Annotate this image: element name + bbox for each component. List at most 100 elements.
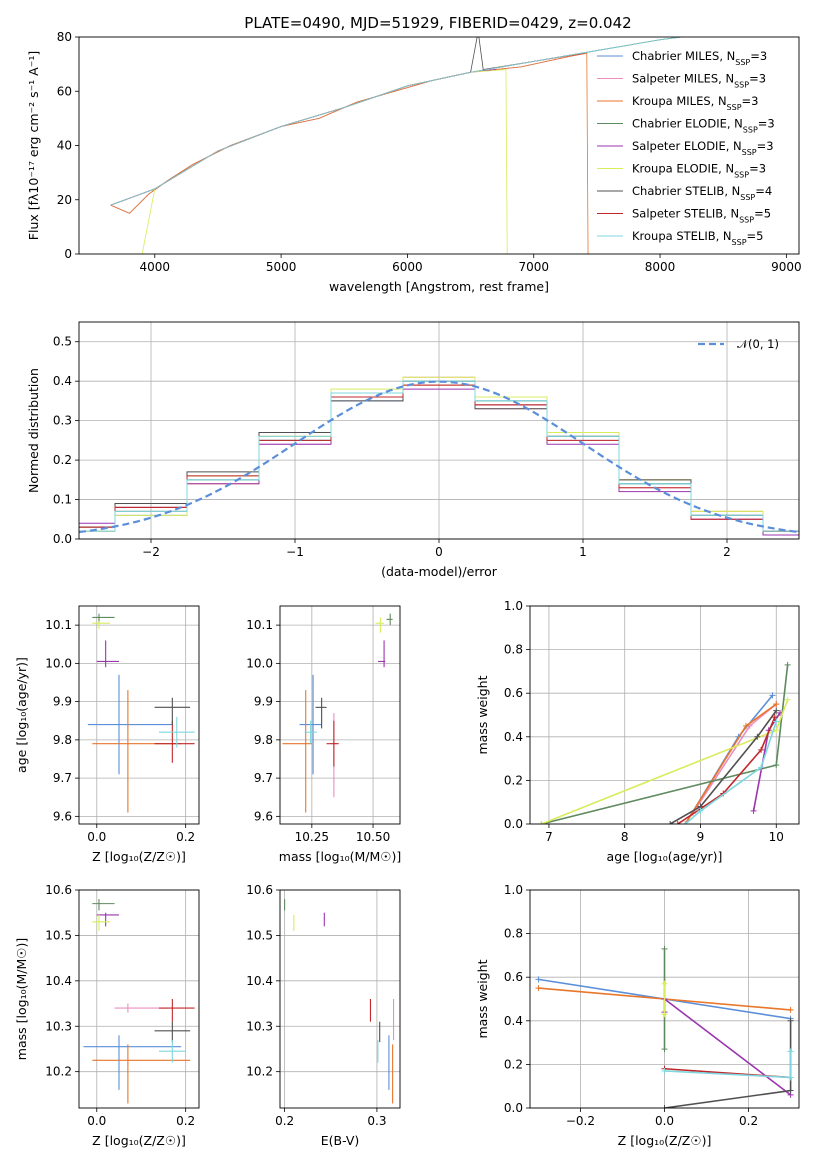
histogram-step [79, 388, 799, 536]
y-tick-label: 10.6 [45, 883, 72, 897]
data-point-marker [661, 1067, 668, 1074]
data-point-marker [697, 807, 704, 814]
data-point-marker [667, 821, 674, 824]
series-line [110, 52, 585, 206]
legend-label: Kroupa ELODIE, NSSP=3 [632, 162, 766, 180]
y-tick-label: 0.0 [53, 532, 72, 546]
series-line [684, 721, 778, 824]
legend-label: Chabrier STELIB, NSSP=4 [632, 184, 772, 202]
data-point-marker [661, 980, 668, 987]
data-point-marker [773, 707, 780, 714]
y-tick-label: 0 [64, 247, 72, 261]
data-point-marker [787, 1017, 794, 1024]
panel-mass_vs_ebv: 0.2 0.3 10.2 10.3 10.4 10.5 10.6 E(B-V) [246, 883, 401, 1148]
histogram-step [79, 376, 799, 532]
histogram-step [79, 380, 799, 532]
data-point-marker [773, 718, 780, 725]
y-tick-label: 0.4 [504, 1014, 523, 1028]
data-point-marker [773, 701, 780, 708]
y-axis-label: mass weight [475, 675, 490, 754]
y-tick-label: 0.0 [504, 1101, 523, 1115]
data-point-marker [758, 746, 765, 753]
y-tick-label: 9.7 [53, 771, 72, 785]
figure-title: PLATE=0490, MJD=51929, FIBERID=0429, z=0… [244, 14, 631, 32]
y-axis-label: Flux [fλ10⁻¹⁷ erg cm⁻² s⁻¹ A⁻¹] [26, 51, 41, 240]
panel-residuals: −2 −1 0 1 2 0.0 0.1 0.2 0.3 0.4 0.5 𝒩(0, 1) (data-mo… [26, 321, 800, 579]
y-tick-label: 40 [57, 139, 72, 153]
x-tick-label: 5000 [266, 260, 297, 274]
y-axis-label: age [log₁₀(age/yr)] [14, 657, 29, 773]
plot-area [87, 613, 195, 813]
y-tick-label: 10.0 [45, 656, 72, 670]
data-point-marker [787, 1074, 794, 1081]
data-point-marker [773, 727, 780, 734]
y-tick-label: 9.6 [254, 809, 273, 823]
axes-frame [529, 889, 800, 1109]
panel-weight_vs_z: −0.2 0.0 0.2 0.0 0.2 0.4 0.6 0.8 1.0 Z [log₁₀(Z/Z… [475, 883, 800, 1148]
series-line [141, 69, 508, 254]
series-line [110, 52, 587, 214]
x-tick-label: 0.2 [275, 1114, 294, 1128]
panel-weight_vs_age: 7 8 9 10 0.0 0.2 0.4 0.6 0.8 1.0 age [log₁₀(age/yr… [475, 599, 800, 864]
data-point-marker [661, 1046, 668, 1053]
y-tick-label: 10.1 [45, 618, 72, 632]
plot-area [79, 376, 799, 536]
x-tick-label: 0.2 [176, 1114, 195, 1128]
data-point-marker [661, 1011, 668, 1018]
data-point-marker [742, 722, 749, 729]
x-axis-label: age [log₁₀(age/yr)] [607, 849, 723, 864]
data-point-marker [758, 764, 765, 771]
legend-label: Chabrier ELODIE, NSSP=3 [632, 117, 775, 135]
axes-frame [78, 36, 800, 255]
series-line [663, 997, 792, 1096]
x-tick-label: 0.3 [367, 1114, 386, 1128]
x-axis-label: Z [log₁₀(Z/Z☉)] [618, 1133, 712, 1148]
y-tick-label: 80 [57, 30, 72, 44]
data-point-marker [750, 807, 757, 814]
axes-frame [78, 605, 200, 825]
data-point-marker [787, 1006, 794, 1013]
y-tick-label: 0.8 [504, 643, 523, 657]
x-tick-label: 0.0 [655, 1114, 674, 1128]
data-point-marker [661, 1105, 668, 1108]
plot-area [110, 37, 685, 254]
axes-frame [279, 605, 401, 825]
x-tick-label: 0.2 [739, 1114, 758, 1128]
x-tick-label: 0.2 [176, 830, 195, 844]
data-point-marker [784, 661, 791, 668]
panel-mass_vs_z: 0.0 0.2 10.2 10.3 10.4 10.5 10.6 Z [log₁₀(Z/Z☉)… [14, 883, 200, 1148]
data-point-marker [769, 692, 776, 699]
gaussian-curve [79, 380, 799, 534]
x-tick-label: 6000 [392, 260, 423, 274]
legend-gaussian-label: 𝒩(0, 1) [737, 337, 779, 351]
y-tick-label: 0.2 [504, 1057, 523, 1071]
x-axis-label: (data-model)/error [381, 564, 498, 579]
legend-label: Salpeter ELODIE, NSSP=3 [632, 139, 774, 157]
y-tick-label: 9.9 [53, 695, 72, 709]
y-tick-label: 0.2 [53, 453, 72, 467]
y-tick-label: 9.8 [254, 733, 273, 747]
histogram-step [79, 384, 799, 532]
y-tick-label: 0.4 [53, 374, 72, 388]
panels: 4000 5000 6000 7000 8000 9000020406080Chabrie… [14, 30, 802, 1148]
y-tick-label: 1.0 [504, 599, 523, 613]
y-tick-label: 10.3 [246, 1019, 273, 1033]
y-axis-label: Normed distribution [26, 368, 41, 493]
legend-label: Salpeter STELIB, NSSP=5 [632, 207, 771, 225]
histogram-step [79, 380, 799, 532]
series-line [110, 52, 587, 214]
legend-label: Kroupa MILES, NSSP=3 [632, 94, 758, 112]
plot-area [83, 899, 195, 1104]
x-tick-label: −0.2 [566, 1114, 595, 1128]
y-tick-label: 10.4 [45, 974, 72, 988]
data-point-marker [784, 696, 791, 703]
panel-age_vs_z: 0.0 0.2 9.6 9.7 9.8 9.9 10.0 10.1 Z [log₁₀(Z/Z☉)… [14, 605, 200, 864]
y-tick-label: 10.1 [246, 618, 273, 632]
legend-label: Chabrier MILES, NSSP=3 [632, 49, 767, 67]
x-tick-label: 7 [545, 830, 553, 844]
x-axis-label: mass [log₁₀(M/M☉)] [279, 849, 401, 864]
x-tick-label: 9 [697, 830, 705, 844]
data-point-marker [771, 714, 778, 721]
series-line [110, 69, 496, 206]
data-point-marker [535, 985, 542, 992]
